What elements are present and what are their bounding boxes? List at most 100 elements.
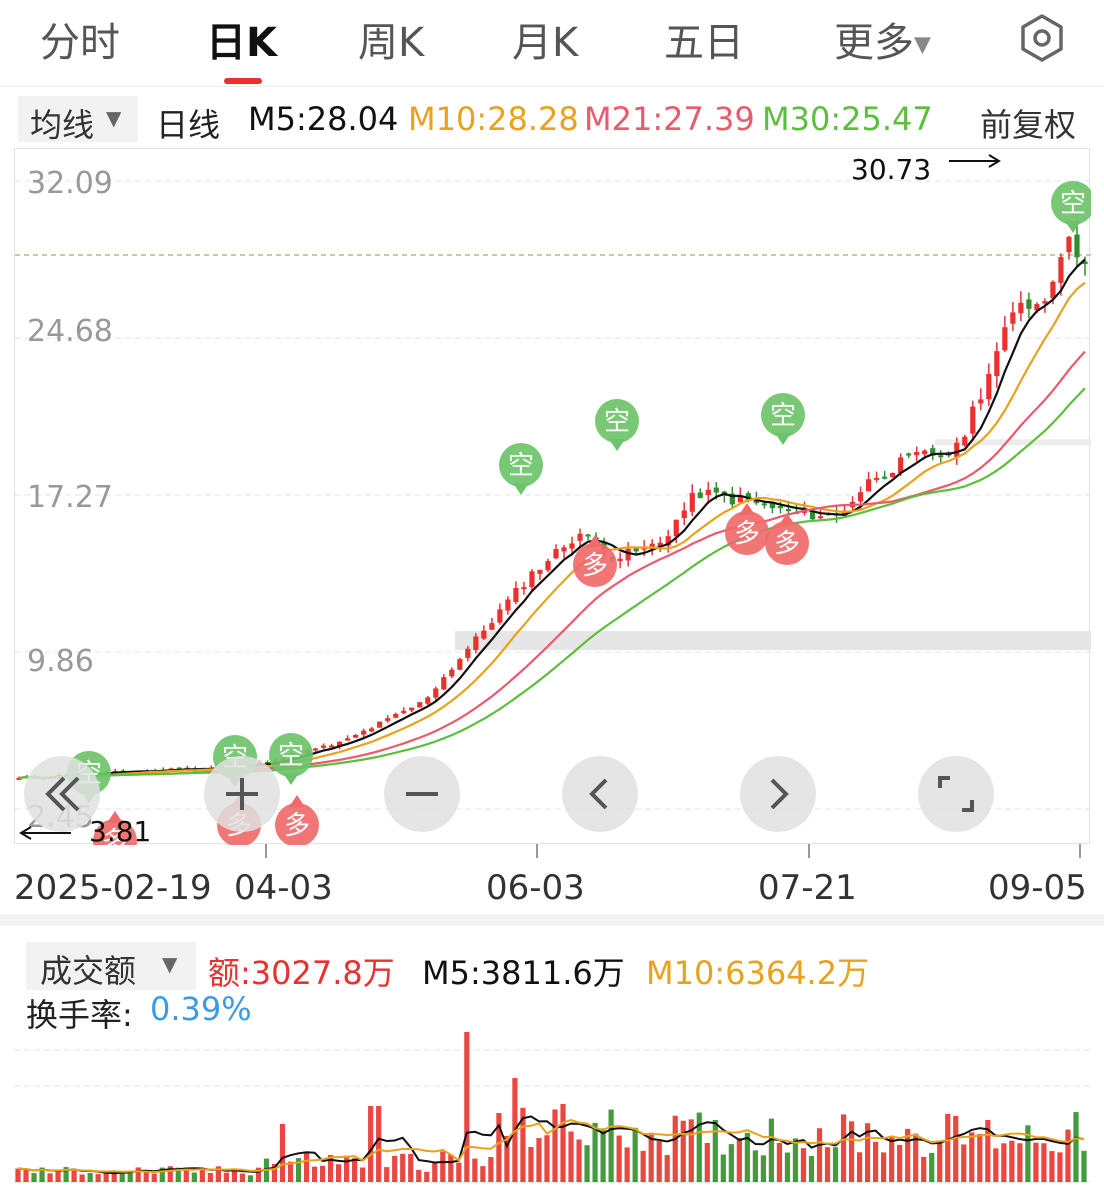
volume-bar [111,1171,117,1182]
volume-bar [544,1135,550,1182]
volume-bar [776,1142,783,1182]
candle-body [465,648,471,658]
volume-bar [632,1127,638,1182]
candle-body [1010,312,1016,324]
volume-bar [969,1132,975,1182]
volume-bar [183,1167,189,1182]
volume-bar [1017,1143,1023,1182]
candle-body [930,448,936,456]
candle-body [890,472,896,478]
volume-bar [15,1168,21,1182]
volume-bar [327,1155,334,1182]
volume-bar [520,1107,526,1182]
rewind-button[interactable] [24,756,100,832]
volume-bar [440,1151,446,1182]
volume-bar [664,1155,670,1182]
candle-body [689,492,695,512]
long-signal-marker [573,543,617,587]
volume-bar [864,1123,871,1182]
candle-body [393,713,399,718]
volume-bar [448,1154,454,1182]
candle-body [978,399,984,404]
volume-bar [303,1153,310,1182]
section-divider [0,914,1104,926]
volume-bar [528,1147,534,1182]
kline-chart[interactable]: 空空空空空空空多多多多多多 32.09 24.68 17.27 9.86 2.4… [14,148,1095,863]
volume-bar [408,1153,414,1182]
volume-bar [143,1171,149,1182]
tab-weekly-k[interactable]: 周K [358,20,425,66]
candle-body [1058,257,1064,283]
ma-indicator-bar: 均线 ▼ 日线 M5:28.04 M10:28.28 M21:27.39 M30… [0,92,1104,146]
candle-body [841,510,848,516]
volume-bar [897,1144,903,1182]
volume-bar [704,1143,710,1182]
candle-body [585,534,591,537]
volume-bar [215,1166,221,1182]
short-signal-label: 空 [604,407,630,437]
next-button[interactable] [740,756,816,832]
candle-body [657,542,663,547]
volume-bar [792,1138,799,1182]
candle-body [705,489,711,495]
short-signal-marker [761,393,805,437]
volume-bar [167,1166,173,1182]
volume-bar [840,1114,847,1182]
long-signal-label: 多 [774,529,800,559]
candle-body [497,609,503,623]
volume-bar [55,1169,61,1182]
volume-bar [311,1166,318,1182]
settings-icon[interactable] [1016,12,1068,64]
tab-five-day[interactable]: 五日 [664,20,744,66]
candle-body [417,702,423,708]
candle-body [425,697,431,704]
volume-bar [151,1173,157,1182]
prev-button[interactable] [562,756,638,832]
candle-body [1026,299,1032,309]
volume-bar [424,1171,430,1182]
m30-value: M30:25.47 [762,100,933,138]
volume-bar [456,1162,462,1182]
volume-bar [416,1169,422,1182]
next-icon [770,778,789,810]
volume-bar [616,1135,622,1182]
volume-bar [496,1112,502,1182]
kline-chart-svg: 空空空空空空空多多多多多多 32.09 24.68 17.27 9.86 2.4… [15,153,1095,863]
turnover-value: 0.39% [150,990,252,1028]
volume-bar [352,1158,358,1182]
volume-bar [480,1166,486,1182]
volume-bar [376,1106,382,1182]
candle-body [401,710,407,714]
active-tab-indicator [224,78,262,84]
zoom-out-button[interactable] [384,756,460,832]
volume-bar [135,1167,141,1182]
tab-daily-k[interactable]: 日K [206,20,277,66]
adjust-mode-button[interactable]: 前复权 [980,106,1077,144]
volume-bar [576,1139,582,1182]
volume-bar [1081,1150,1087,1182]
volume-bar [961,1144,967,1182]
candle-body [553,549,559,559]
candle-body [938,455,944,458]
volume-bar [191,1172,197,1182]
volume-bar [889,1135,895,1182]
zoom-in-button[interactable] [204,756,280,832]
tab-more[interactable]: 更多▼ [834,10,931,68]
tab-monthly-k[interactable]: 月K [512,20,579,66]
volume-bar [71,1169,77,1182]
volume-indicator-dropdown[interactable]: 成交额 ▼ [26,942,196,990]
fullscreen-icon [938,776,974,812]
candle-body [906,453,912,456]
fullscreen-button[interactable] [918,756,994,832]
candle-body [633,548,639,552]
amount-m5-value: M5:3811.6万 [422,954,625,992]
candle-body [970,406,976,434]
candle-body [986,373,992,400]
ma-type-dropdown[interactable]: 均线 ▼ [18,96,138,144]
volume-bar [472,1158,478,1182]
volume-bar [784,1152,791,1182]
tab-intraday[interactable]: 分时 [40,20,120,66]
volume-bar [119,1172,125,1182]
candle-body [777,506,784,509]
volume-chart[interactable] [14,1030,1090,1184]
